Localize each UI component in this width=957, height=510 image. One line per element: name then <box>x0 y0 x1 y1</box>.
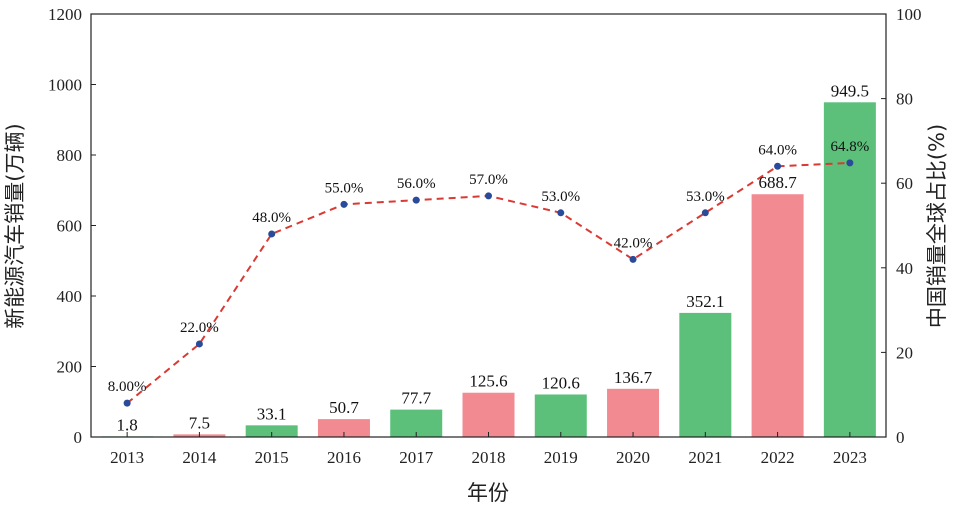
share-point-2019 <box>557 209 565 217</box>
y-tick-label-800: 800 <box>57 146 83 165</box>
bar-value-label-2017: 77.7 <box>401 389 431 408</box>
y2-tick-label-0: 0 <box>896 428 905 447</box>
share-line-layer <box>123 159 854 407</box>
bar-value-label-2016: 50.7 <box>329 398 359 417</box>
x-tick-label-2014: 2014 <box>182 448 217 467</box>
bar-value-label-2014: 7.5 <box>189 413 210 432</box>
bar-2020 <box>607 388 660 437</box>
share-point-2013 <box>123 399 131 407</box>
y-tick-label-400: 400 <box>57 287 83 306</box>
x-tick-label-2019: 2019 <box>544 448 578 467</box>
bar-value-label-2020: 136.7 <box>614 368 653 387</box>
bar-2022 <box>751 194 804 437</box>
y2-tick-label-20: 20 <box>896 343 913 362</box>
labels-layer: 1.8 7.5 33.1 50.7 77.7 125.6 120.6 136.7 352.1 68… <box>48 5 922 467</box>
share-value-label-2014: 22.0% <box>180 320 219 336</box>
share-point-2015 <box>268 230 276 238</box>
bar-value-label-2015: 33.1 <box>257 404 287 423</box>
y2-tick-label-80: 80 <box>896 90 913 109</box>
bar-value-label-2013: 1.8 <box>117 415 138 434</box>
bar-2018 <box>462 392 515 437</box>
bar-2023 <box>823 102 876 438</box>
share-point-2020 <box>629 255 637 263</box>
share-value-label-2022: 64.0% <box>758 142 797 158</box>
share-value-label-2017: 56.0% <box>397 176 436 192</box>
bar-2019 <box>534 394 587 437</box>
y-tick-label-1000: 1000 <box>48 76 82 95</box>
share-point-2021 <box>701 209 709 217</box>
bars-layer <box>101 102 876 438</box>
y-axis-title: 新能源汽车销量(万辆) <box>3 123 27 328</box>
x-tick-label-2013: 2013 <box>110 448 144 467</box>
x-tick-label-2018: 2018 <box>472 448 506 467</box>
bar-value-label-2019: 120.6 <box>542 373 580 392</box>
y-tick-label-200: 200 <box>57 358 83 377</box>
y2-tick-label-100: 100 <box>896 5 922 24</box>
x-tick-label-2023: 2023 <box>833 448 867 467</box>
x-tick-label-2016: 2016 <box>327 448 361 467</box>
x-tick-label-2020: 2020 <box>616 448 650 467</box>
bar-2016 <box>317 419 370 437</box>
y2-tick-label-40: 40 <box>896 259 913 278</box>
bar-2021 <box>679 312 732 437</box>
x-axis-title: 年份 <box>467 481 509 505</box>
y-tick-label-1200: 1200 <box>48 5 82 24</box>
share-point-2022 <box>774 162 782 170</box>
y2-tick-label-60: 60 <box>896 174 913 193</box>
share-point-2017 <box>412 196 420 204</box>
bar-2015 <box>245 425 298 437</box>
bar-value-label-2022: 688.7 <box>758 173 797 192</box>
ticks-layer <box>91 13 886 438</box>
share-value-label-2018: 57.0% <box>469 172 508 188</box>
x-tick-label-2022: 2022 <box>761 448 795 467</box>
share-value-label-2020: 42.0% <box>614 235 653 251</box>
share-point-2016 <box>340 200 348 208</box>
share-value-label-2016: 55.0% <box>325 180 364 196</box>
bar-value-label-2021: 352.1 <box>686 292 724 311</box>
x-tick-label-2015: 2015 <box>255 448 289 467</box>
share-point-2018 <box>485 192 492 200</box>
x-tick-label-2021: 2021 <box>688 448 722 467</box>
share-point-2023 <box>846 159 854 167</box>
x-tick-label-2017: 2017 <box>399 448 434 467</box>
share-value-label-2013: 8.00% <box>108 379 147 395</box>
bar-value-label-2023: 949.5 <box>831 81 869 100</box>
y-tick-label-600: 600 <box>57 217 83 236</box>
share-value-label-2015: 48.0% <box>252 210 291 226</box>
share-point-2014 <box>195 340 203 348</box>
share-value-label-2019: 53.0% <box>541 189 580 205</box>
y2-axis-title: 中国销量全球占比(%) <box>925 124 949 328</box>
y-tick-label-0: 0 <box>74 428 83 447</box>
share-value-label-2023: 64.8% <box>830 139 869 155</box>
share-value-label-2021: 53.0% <box>686 189 725 205</box>
bar-value-label-2018: 125.6 <box>469 372 507 391</box>
